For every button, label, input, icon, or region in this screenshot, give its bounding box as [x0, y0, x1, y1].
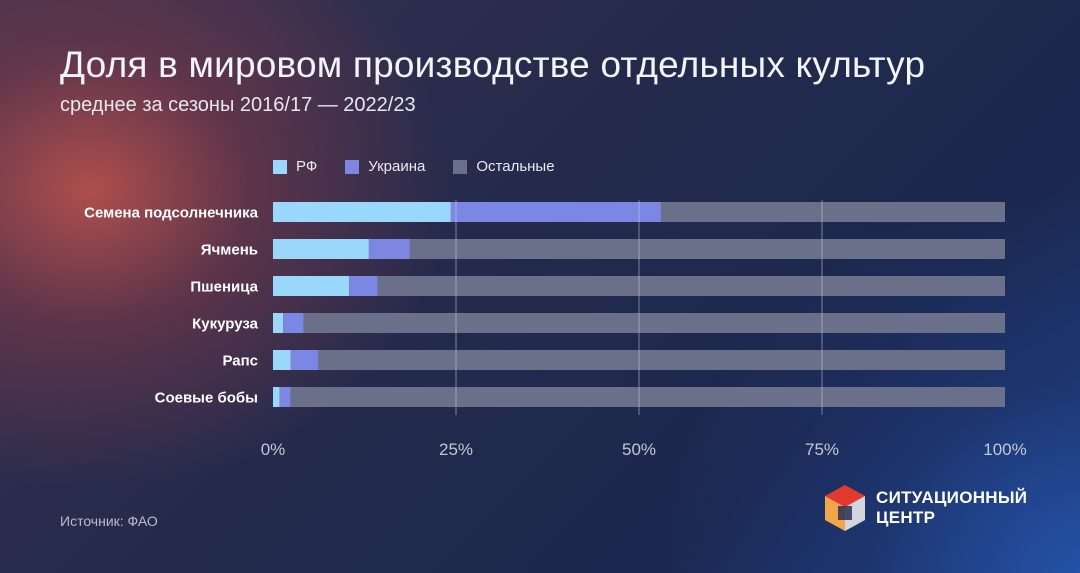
- bar-others: [290, 387, 1005, 407]
- bar-rf: [273, 202, 451, 222]
- bar-others: [318, 350, 1005, 370]
- bar-ukraine: [450, 202, 661, 222]
- bar-ukraine: [290, 350, 319, 370]
- legend-swatch-ukraine: [345, 159, 360, 174]
- logo-text-line1: СИТУАЦИОННЫЙ: [876, 488, 1028, 507]
- legend-swatch-rf: [273, 159, 287, 174]
- legend: РФ Украина Остальные: [273, 158, 555, 175]
- bar-others: [660, 202, 1005, 222]
- bar-others: [303, 313, 1005, 333]
- situation-center-logo: СИТУАЦИОННЫЙ ЦЕНТР: [822, 483, 1027, 533]
- x-tick-label: 75%: [805, 440, 839, 459]
- bar-ukraine: [283, 313, 304, 333]
- chart-subtitle: среднее за сезоны 2016/17 — 2022/23: [60, 94, 416, 116]
- bar-ukraine: [279, 387, 291, 407]
- legend-item-others: Остальные: [453, 158, 555, 175]
- cube-logo-icon: [825, 485, 865, 531]
- legend-item-rf: РФ: [273, 158, 317, 175]
- legend-swatch-others: [453, 159, 468, 174]
- bar-others: [409, 239, 1005, 259]
- category-label: Соевые бобы: [155, 390, 258, 407]
- logo-text-line2: ЦЕНТР: [876, 508, 936, 527]
- x-tick-label: 25%: [439, 440, 473, 459]
- bar-rf: [273, 313, 284, 333]
- legend-label-rf: РФ: [296, 158, 318, 175]
- bar-others: [377, 276, 1005, 296]
- bar-rf: [273, 239, 369, 259]
- category-label: Пшеница: [190, 279, 258, 296]
- category-label: Кукуруза: [192, 316, 259, 333]
- bar-rf: [273, 276, 350, 296]
- legend-label-ukraine: Украина: [368, 158, 426, 175]
- x-tick-label: 100%: [983, 440, 1026, 459]
- bar-rf: [273, 350, 291, 370]
- bar-ukraine: [368, 239, 410, 259]
- legend-label-others: Остальные: [476, 158, 555, 175]
- source-note: Источник: ФАО: [60, 513, 158, 529]
- bar-ukraine: [349, 276, 378, 296]
- x-tick-label: 0%: [261, 440, 286, 459]
- bar-rf: [273, 387, 280, 407]
- x-tick-label: 50%: [622, 440, 656, 459]
- category-label: Семена подсолнечника: [84, 205, 259, 222]
- category-label: Рапс: [222, 353, 258, 370]
- legend-item-ukraine: Украина: [345, 158, 425, 175]
- chart-title: Доля в мировом производстве отдельных ку…: [60, 44, 926, 85]
- category-label: Ячмень: [201, 242, 258, 259]
